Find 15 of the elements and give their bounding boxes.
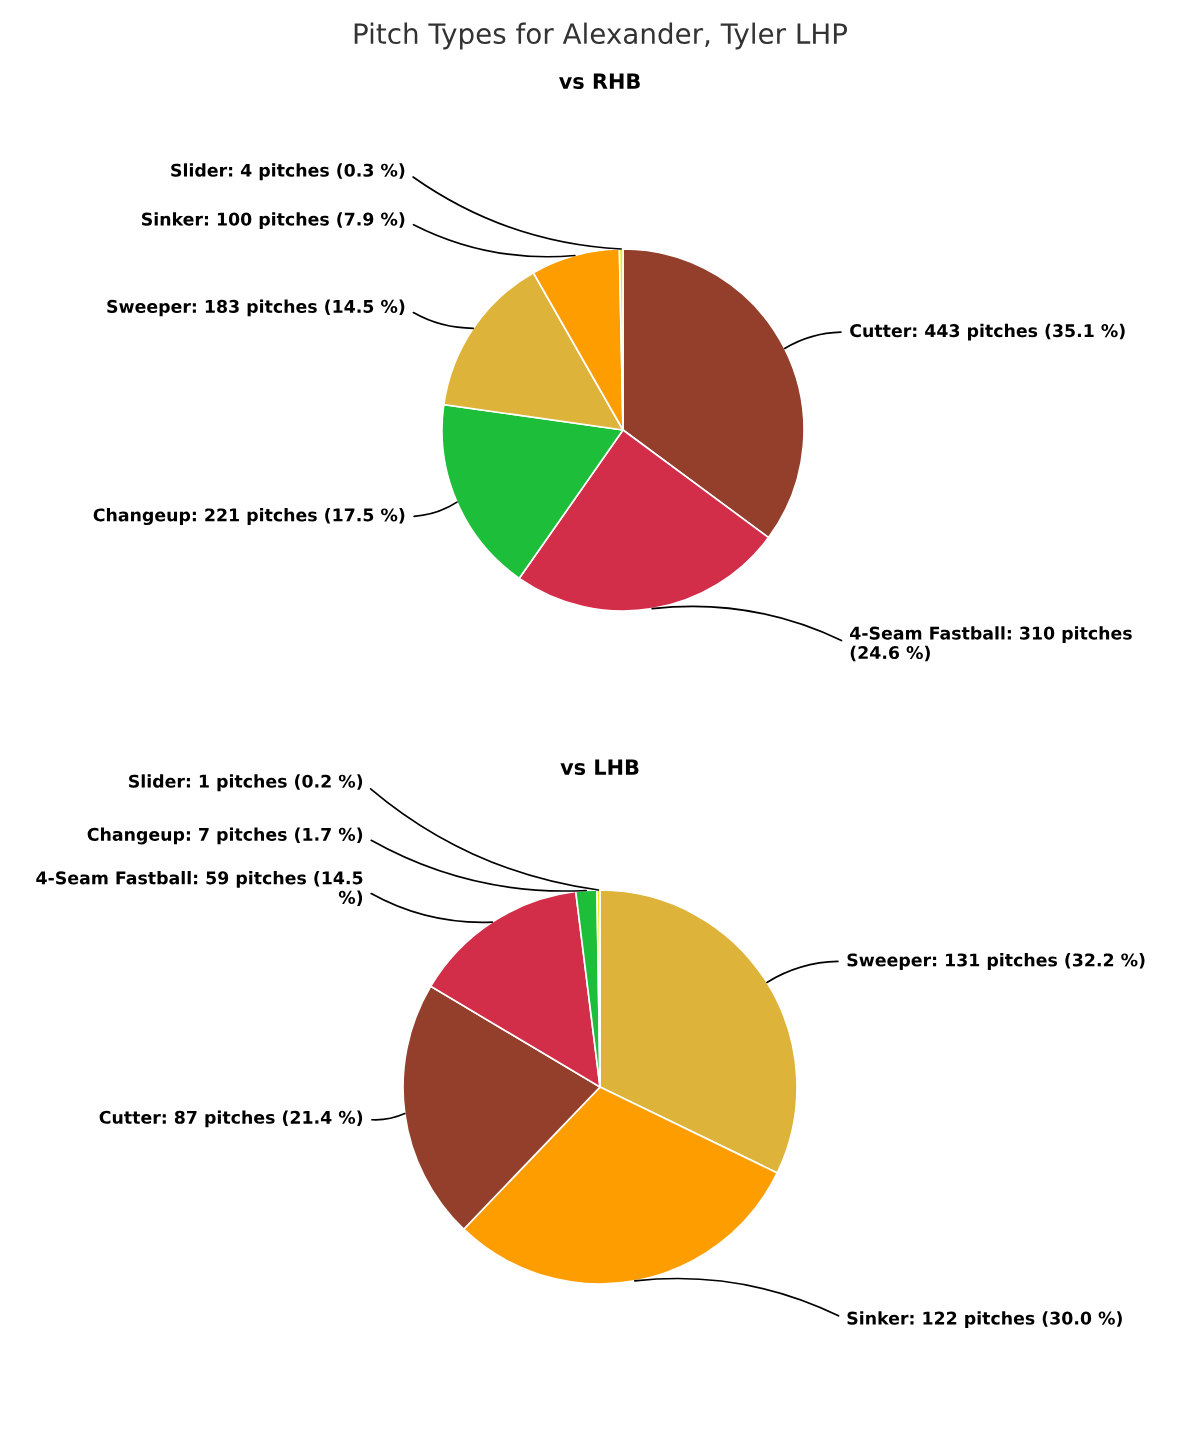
slice-label: Sweeper: 131 pitches (32.2 %): [847, 953, 1145, 970]
slice-label: Slider: 1 pitches (0.2 %): [129, 774, 363, 792]
chart-title: Pitch Types for Alexander, Tyler LHP: [354, 22, 848, 50]
slice-label: Slider: 4 pitches (0.3 %): [171, 163, 405, 181]
slice-label: Cutter: 87 pitches (21.4 %): [99, 1110, 363, 1128]
slice-label: 4-Seam Fastball: 59 pitches (14.5 %): [36, 871, 363, 906]
slice-label: Cutter: 443 pitches (35.1 %): [850, 323, 1125, 341]
chart-title: vs LHB: [560, 759, 639, 776]
slice-label: Sweeper: 183 pitches (14.5 %): [107, 299, 405, 317]
slice-label: Changeup: 7 pitches (1.7 %): [87, 827, 363, 845]
slice-label: Changeup: 221 pitches (17.5 %): [93, 508, 405, 526]
slice-label: Sinker: 100 pitches (7.9 %): [142, 212, 405, 230]
slice-label: Sinker: 122 pitches (30.0 %): [847, 1311, 1122, 1329]
slice-label: 4-Seam Fastball: 310 pitches (24.6 %): [850, 626, 1132, 662]
chart-subtitle: vs RHB: [559, 73, 640, 90]
